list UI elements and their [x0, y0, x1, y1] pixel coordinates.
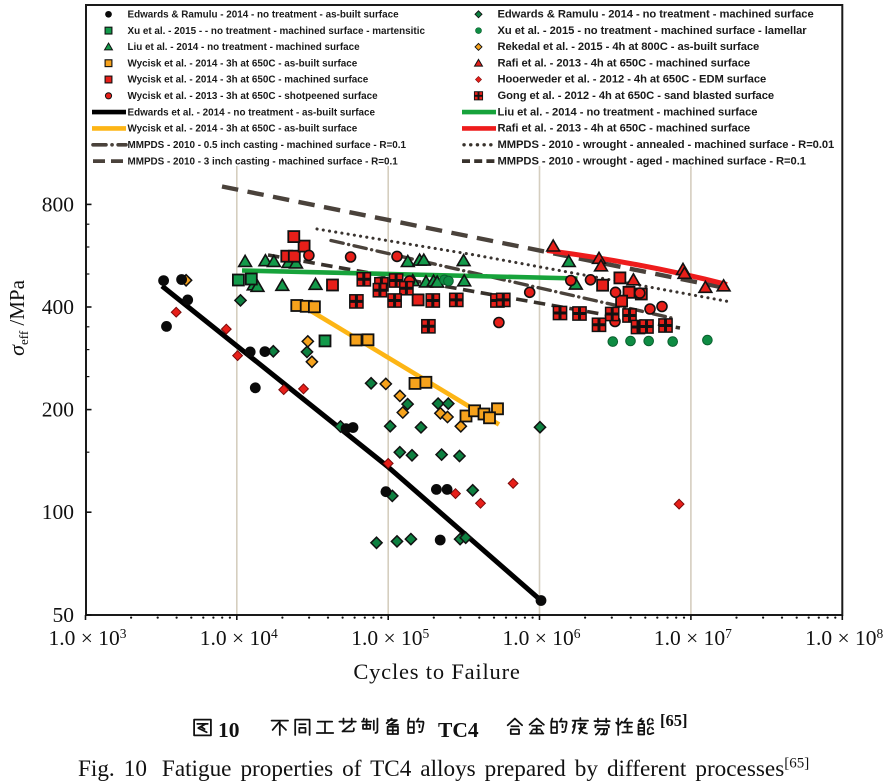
svg-text:Gong et al. - 2012 - 4h at 650: Gong et al. - 2012 - 4h at 650C - sand b…	[498, 90, 775, 102]
svg-text:1.0 × 106: 1.0 × 106	[502, 626, 580, 650]
svg-text:Wycisk et al. - 2013 - 3h at 6: Wycisk et al. - 2013 - 3h at 650C - shot…	[128, 91, 379, 102]
svg-text:1.0 × 103: 1.0 × 103	[48, 626, 126, 650]
svg-text:MMPDS - 2010 - wrought - annea: MMPDS - 2010 - wrought - annealed - mach…	[498, 139, 835, 151]
svg-text:Wycisk et al. - 2014 - 3h at 6: Wycisk et al. - 2014 - 3h at 650C - mach…	[128, 75, 369, 86]
svg-text:MMPDS - 2010 - 3 inch casting: MMPDS - 2010 - 3 inch casting - machined…	[128, 156, 399, 167]
svg-text:400: 400	[42, 295, 74, 319]
svg-text:1.0 × 104: 1.0 × 104	[200, 626, 278, 650]
svg-text:Edwards & Ramulu - 2014 - no t: Edwards & Ramulu - 2014 - no treatment -…	[498, 9, 814, 21]
svg-text:Liu et al. - 2014 - no treatme: Liu et al. - 2014 - no treatment - machi…	[498, 106, 758, 118]
svg-text:10: 10	[218, 718, 240, 742]
svg-text:MMPDS - 2010 - wrought - aged: MMPDS - 2010 - wrought - aged - machined…	[498, 155, 806, 167]
svg-text:Cycles to Failure: Cycles to Failure	[353, 659, 520, 684]
svg-text:Edwards et al. - 2014 - no tre: Edwards et al. - 2014 - no treatment - a…	[128, 107, 376, 118]
svg-text:Wycisk et al. - 2014 - 3h at: Wycisk et al. - 2014 - 3h at 650C - as-b…	[128, 124, 358, 135]
svg-text:Wycisk et al. - 2014 - 3h at 6: Wycisk et al. - 2014 - 3h at 650C - as-b…	[128, 58, 358, 69]
svg-text:Liu et al. - 2014 - no treatme: Liu et al. - 2014 - no treatment - machi…	[128, 42, 361, 53]
svg-text:σeff /MPa: σeff /MPa	[4, 279, 31, 355]
svg-text:1.0 × 108: 1.0 × 108	[805, 626, 883, 650]
svg-text:MMPDS - 2010 - 0.5 inch castin: MMPDS - 2010 - 0.5 inch casting - machin…	[128, 140, 407, 151]
svg-text:100: 100	[42, 500, 74, 524]
svg-text:[65]: [65]	[660, 711, 688, 730]
svg-text:1.0 × 107: 1.0 × 107	[654, 626, 732, 650]
svg-text:Rafi et al. - 2013 - 4h at 650: Rafi et al. - 2013 - 4h at 650C - machin…	[498, 57, 751, 69]
svg-text:Rafi et al. - 2013 - 4h at 650: Rafi et al. - 2013 - 4h at 650C - machin…	[498, 123, 751, 135]
svg-text:Rekedal et al. - 2015 - 4h at: Rekedal et al. - 2015 - 4h at 800C - as-…	[498, 41, 760, 53]
svg-text:Xu et al. - 2015 - no treatmen: Xu et al. - 2015 - no treatment - machin…	[498, 25, 808, 37]
svg-text:200: 200	[42, 398, 74, 422]
svg-text:1.0 × 105: 1.0 × 105	[351, 626, 429, 650]
svg-text:Fig. 10 Fatigue properties of: Fig. 10 Fatigue properties of TC4 alloys…	[78, 756, 809, 783]
svg-text:Xu et al. - 2015 - - no treatm: Xu et al. - 2015 - - no treatment - mach…	[128, 26, 426, 37]
svg-text:Edwards & Ramulu - 2014 - no t: Edwards & Ramulu - 2014 - no treatment -…	[128, 10, 400, 21]
svg-text:TC4: TC4	[438, 718, 479, 742]
svg-text:800: 800	[42, 192, 74, 216]
svg-text:Hooerweder et al. - 2012 - 4h: Hooerweder et al. - 2012 - 4h at 650C - …	[498, 74, 767, 86]
svg-text:50: 50	[53, 603, 75, 627]
